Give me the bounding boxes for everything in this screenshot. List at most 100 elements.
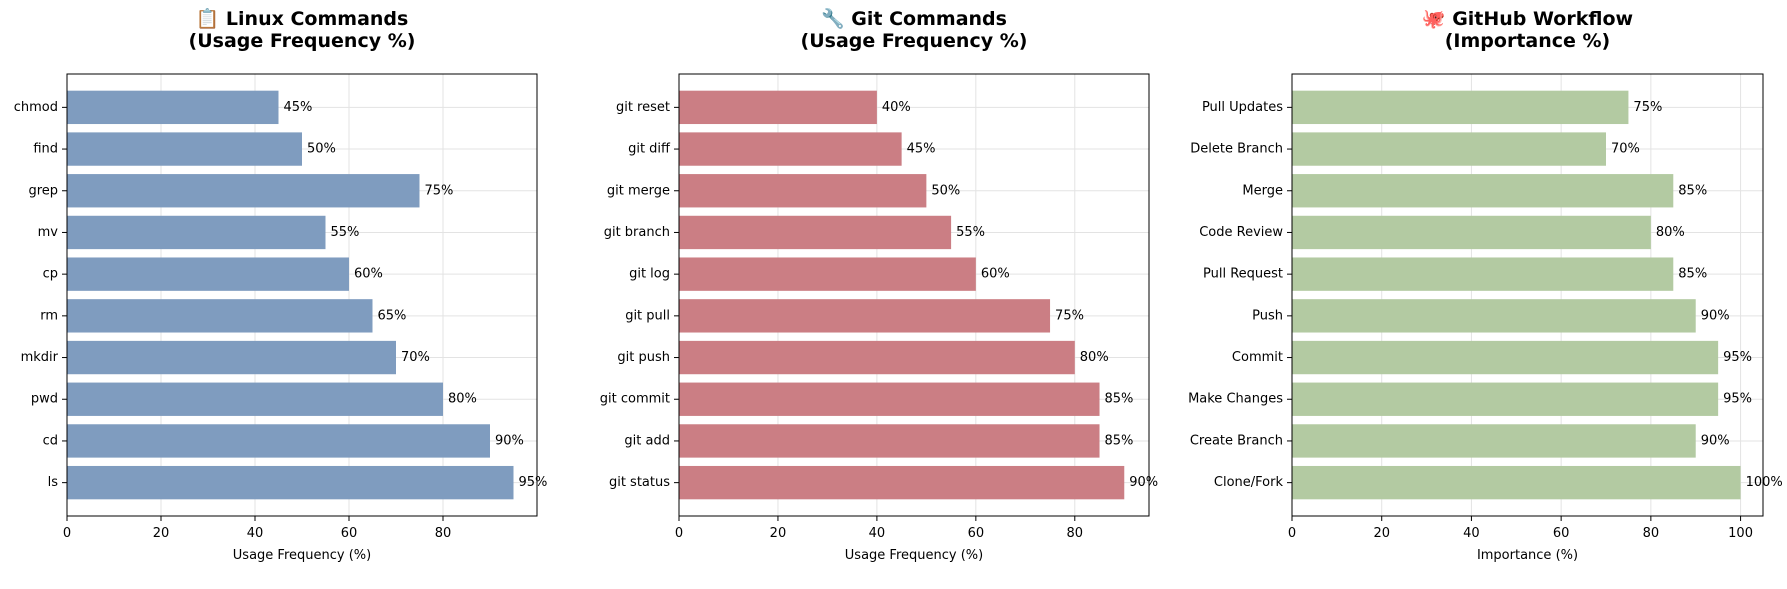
y-tick-label: pwd — [31, 392, 58, 407]
y-tick-label: git add — [624, 433, 670, 448]
data-label: 95% — [1723, 392, 1752, 407]
y-tick-label: mkdir — [21, 350, 59, 365]
bar-ls — [67, 465, 514, 500]
bar-mkdir — [67, 340, 396, 375]
y-tick-label: git merge — [607, 183, 670, 198]
y-tick-label: cp — [43, 267, 58, 282]
data-label: 50% — [931, 183, 960, 198]
x-axis-label: Usage Frequency (%) — [845, 548, 983, 563]
y-tick-label: cd — [43, 433, 58, 448]
x-tick-label: 40 — [869, 526, 886, 541]
data-label: 95% — [519, 475, 548, 490]
y-tick-label: Merge — [1242, 183, 1283, 198]
bar-create-branch — [1292, 424, 1696, 458]
x-tick-label: 0 — [63, 526, 71, 541]
y-tick-label: Delete Branch — [1190, 142, 1283, 157]
data-label: 80% — [448, 392, 477, 407]
data-label: 75% — [1633, 100, 1662, 115]
x-tick-label: 20 — [770, 526, 787, 541]
bar-rm — [67, 299, 373, 333]
bar-push — [1292, 299, 1696, 333]
x-axis-label: Usage Frequency (%) — [233, 548, 371, 563]
bar-chmod — [67, 90, 279, 125]
y-tick-label: Pull Request — [1203, 267, 1283, 282]
bar-cd — [67, 424, 490, 458]
bar-clone-fork — [1292, 465, 1741, 500]
x-tick-label: 60 — [1553, 526, 1570, 541]
chart-title: 📋 Linux Commands (Usage Frequency %) — [189, 7, 416, 52]
bar-make-changes — [1292, 382, 1719, 416]
plot-frame — [66, 73, 538, 517]
y-tick-label: ls — [48, 475, 59, 490]
data-label: 45% — [907, 142, 936, 157]
bar-pull-request — [1292, 257, 1674, 291]
y-tick-label: git branch — [604, 225, 670, 240]
bar-git-commit — [679, 382, 1100, 416]
x-axis-label: Importance (%) — [1477, 548, 1578, 563]
bar-find — [67, 132, 302, 166]
data-label: 75% — [1055, 308, 1084, 323]
bar-merge — [1292, 174, 1674, 208]
data-label: 90% — [495, 433, 524, 448]
chart-panel-3: 100% Clone/Fork 90% Create Branch 95% Make Ch… — [1188, 8, 1783, 563]
chart-title: 🔧 Git Commands (Usage Frequency %) — [801, 7, 1028, 52]
data-label: 80% — [1656, 225, 1685, 240]
data-label: 85% — [1105, 433, 1134, 448]
data-label: 80% — [1080, 350, 1109, 365]
x-tick-label: 40 — [1463, 526, 1480, 541]
bar-delete-branch — [1292, 132, 1606, 166]
bar-cp — [67, 257, 349, 291]
data-label: 70% — [401, 350, 430, 365]
data-label: 90% — [1701, 433, 1730, 448]
data-label: 95% — [1723, 350, 1752, 365]
bar-git-push — [679, 340, 1075, 375]
y-tick-label: Clone/Fork — [1214, 475, 1284, 490]
y-tick-label: Code Review — [1199, 225, 1283, 240]
y-tick-label: grep — [28, 183, 58, 198]
bar-git-branch — [679, 215, 952, 250]
plot-frame — [678, 73, 1150, 517]
y-tick-label: mv — [38, 225, 59, 240]
data-label: 45% — [284, 100, 313, 115]
y-tick-label: Make Changes — [1188, 392, 1283, 407]
data-label: 50% — [307, 142, 336, 157]
chart-panel-1: 95% ls 90% cd 80% pwd 70% mkdir 65% rm 60% cp 55% mv 7… — [14, 7, 548, 563]
chart-title: 🐙 GitHub Workflow (Importance %) — [1422, 8, 1633, 52]
bar-git-merge — [679, 174, 927, 208]
data-label: 90% — [1701, 308, 1730, 323]
y-tick-label: rm — [40, 308, 58, 323]
x-tick-label: 100 — [1728, 526, 1753, 541]
x-tick-label: 20 — [153, 526, 170, 541]
bar-git-pull — [679, 299, 1051, 333]
y-tick-label: git diff — [628, 142, 671, 157]
y-tick-label: git log — [629, 267, 670, 282]
bar-git-status — [679, 465, 1125, 500]
data-label: 90% — [1129, 475, 1158, 490]
bar-grep — [67, 174, 420, 208]
y-tick-label: Create Branch — [1190, 433, 1283, 448]
bar-mv — [67, 215, 326, 250]
data-label: 40% — [882, 100, 911, 115]
data-label: 85% — [1678, 267, 1707, 282]
y-tick-label: git reset — [616, 100, 670, 115]
bar-git-add — [679, 424, 1100, 458]
y-tick-label: git commit — [600, 392, 670, 407]
data-label: 60% — [354, 267, 383, 282]
chart-panel-2: 90% git status 85% git add 85% git commit 80% g… — [600, 7, 1158, 563]
y-tick-label: Push — [1252, 308, 1283, 323]
bar-git-reset — [679, 90, 877, 125]
y-tick-label: git pull — [625, 308, 670, 323]
x-tick-label: 0 — [1288, 526, 1296, 541]
x-tick-label: 80 — [1067, 526, 1084, 541]
data-label: 55% — [956, 225, 985, 240]
bar-pull-updates — [1292, 90, 1629, 125]
data-label: 55% — [331, 225, 360, 240]
y-tick-label: find — [33, 142, 58, 157]
data-label: 85% — [1105, 392, 1134, 407]
x-tick-label: 80 — [435, 526, 452, 541]
plot-frame — [1291, 73, 1764, 517]
y-tick-label: git push — [617, 350, 670, 365]
y-tick-label: Pull Updates — [1202, 100, 1283, 115]
bar-pwd — [67, 382, 443, 416]
